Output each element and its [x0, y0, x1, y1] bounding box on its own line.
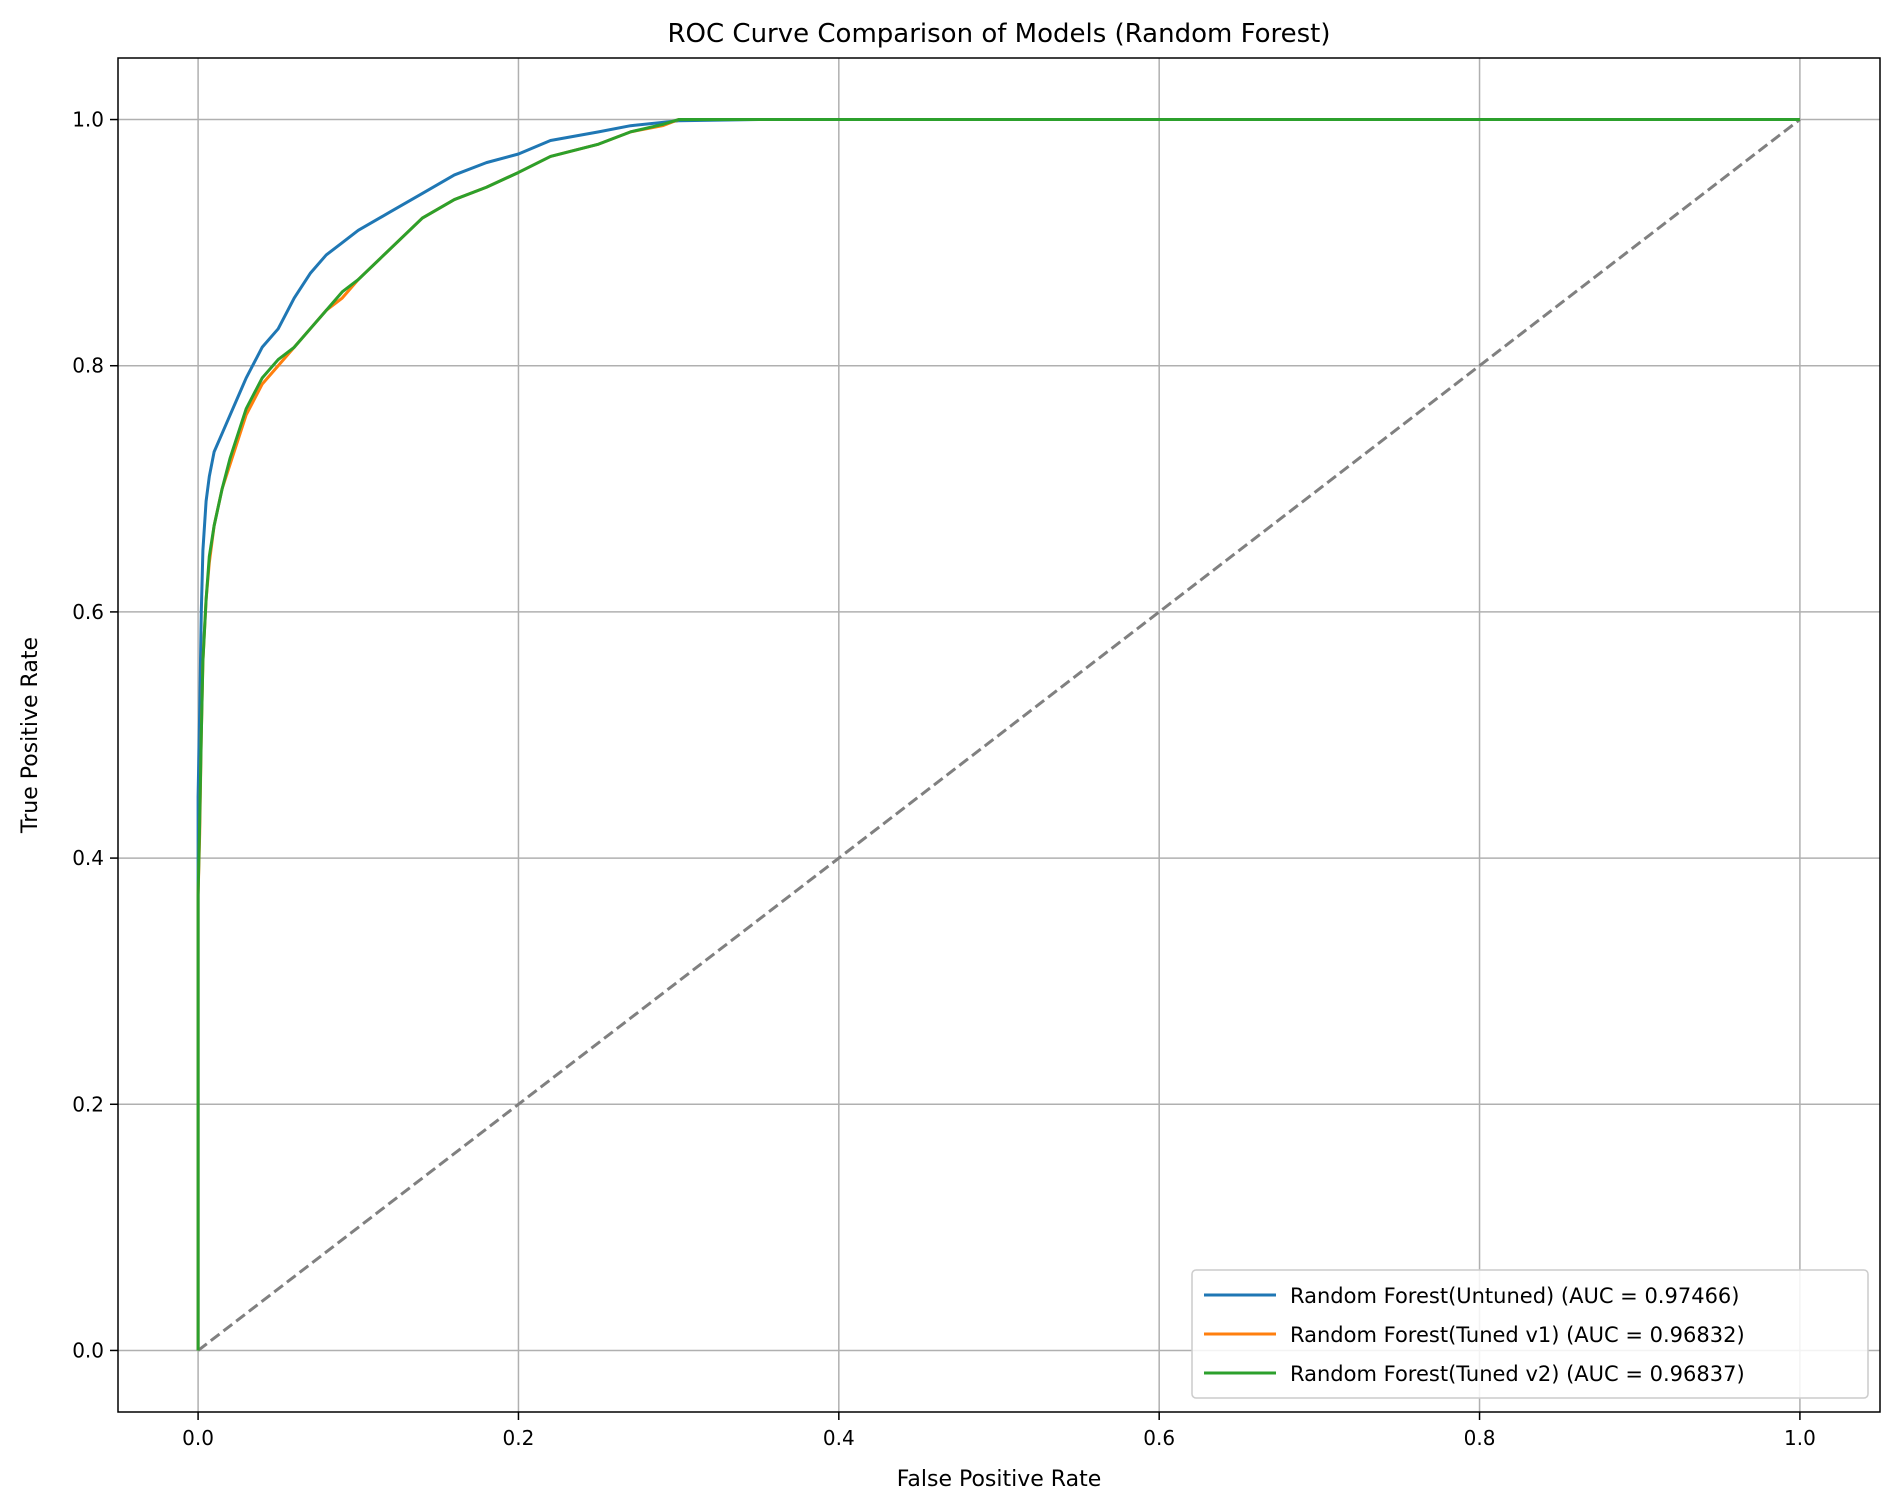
- diagonal-line: [197, 118, 1801, 1352]
- diagonal-reference: [197, 118, 1801, 1352]
- x-axis-label: False Positive Rate: [897, 1467, 1101, 1492]
- y-axis-label: True Positive Rate: [18, 637, 43, 834]
- plot-frame: [117, 57, 1881, 1413]
- x-tick-label: 1.0: [1784, 1426, 1816, 1450]
- y-tick-label: 0.6: [72, 600, 104, 624]
- series-untuned-line: [196, 118, 1800, 1351]
- x-tick-label: 0.2: [503, 1426, 535, 1450]
- legend-box: [1191, 1269, 1869, 1399]
- series-lines: [196, 118, 1800, 1351]
- y-tick-label: 0.2: [72, 1092, 104, 1116]
- series-tuned-v2-line: [196, 118, 1800, 1351]
- y-tick-label: 0.8: [72, 354, 104, 378]
- y-axis-ticks: 0.0 0.2 0.4 0.6 0.8 1.0: [72, 108, 118, 1362]
- x-axis-ticks: 0.0 0.2 0.4 0.6 0.8 1.0: [182, 1412, 1816, 1450]
- y-tick-label: 0.0: [72, 1338, 104, 1362]
- legend: Random Forest(Untuned) (AUC = 0.97466) R…: [1191, 1269, 1869, 1399]
- x-tick-label: 0.8: [1464, 1426, 1496, 1450]
- y-tick-label: 0.4: [72, 846, 104, 870]
- y-tick-label: 1.0: [72, 108, 104, 132]
- x-tick-label: 0.4: [823, 1426, 855, 1450]
- x-tick-label: 0.0: [182, 1426, 214, 1450]
- x-tick-label: 0.6: [1143, 1426, 1175, 1450]
- legend-label-tuned-v2: Random Forest(Tuned v2) (AUC = 0.96837): [1290, 1362, 1745, 1386]
- chart-title: ROC Curve Comparison of Models (Random F…: [667, 19, 1330, 49]
- legend-label-tuned-v1: Random Forest(Tuned v1) (AUC = 0.96832): [1290, 1323, 1745, 1347]
- legend-label-untuned: Random Forest(Untuned) (AUC = 0.97466): [1290, 1284, 1739, 1308]
